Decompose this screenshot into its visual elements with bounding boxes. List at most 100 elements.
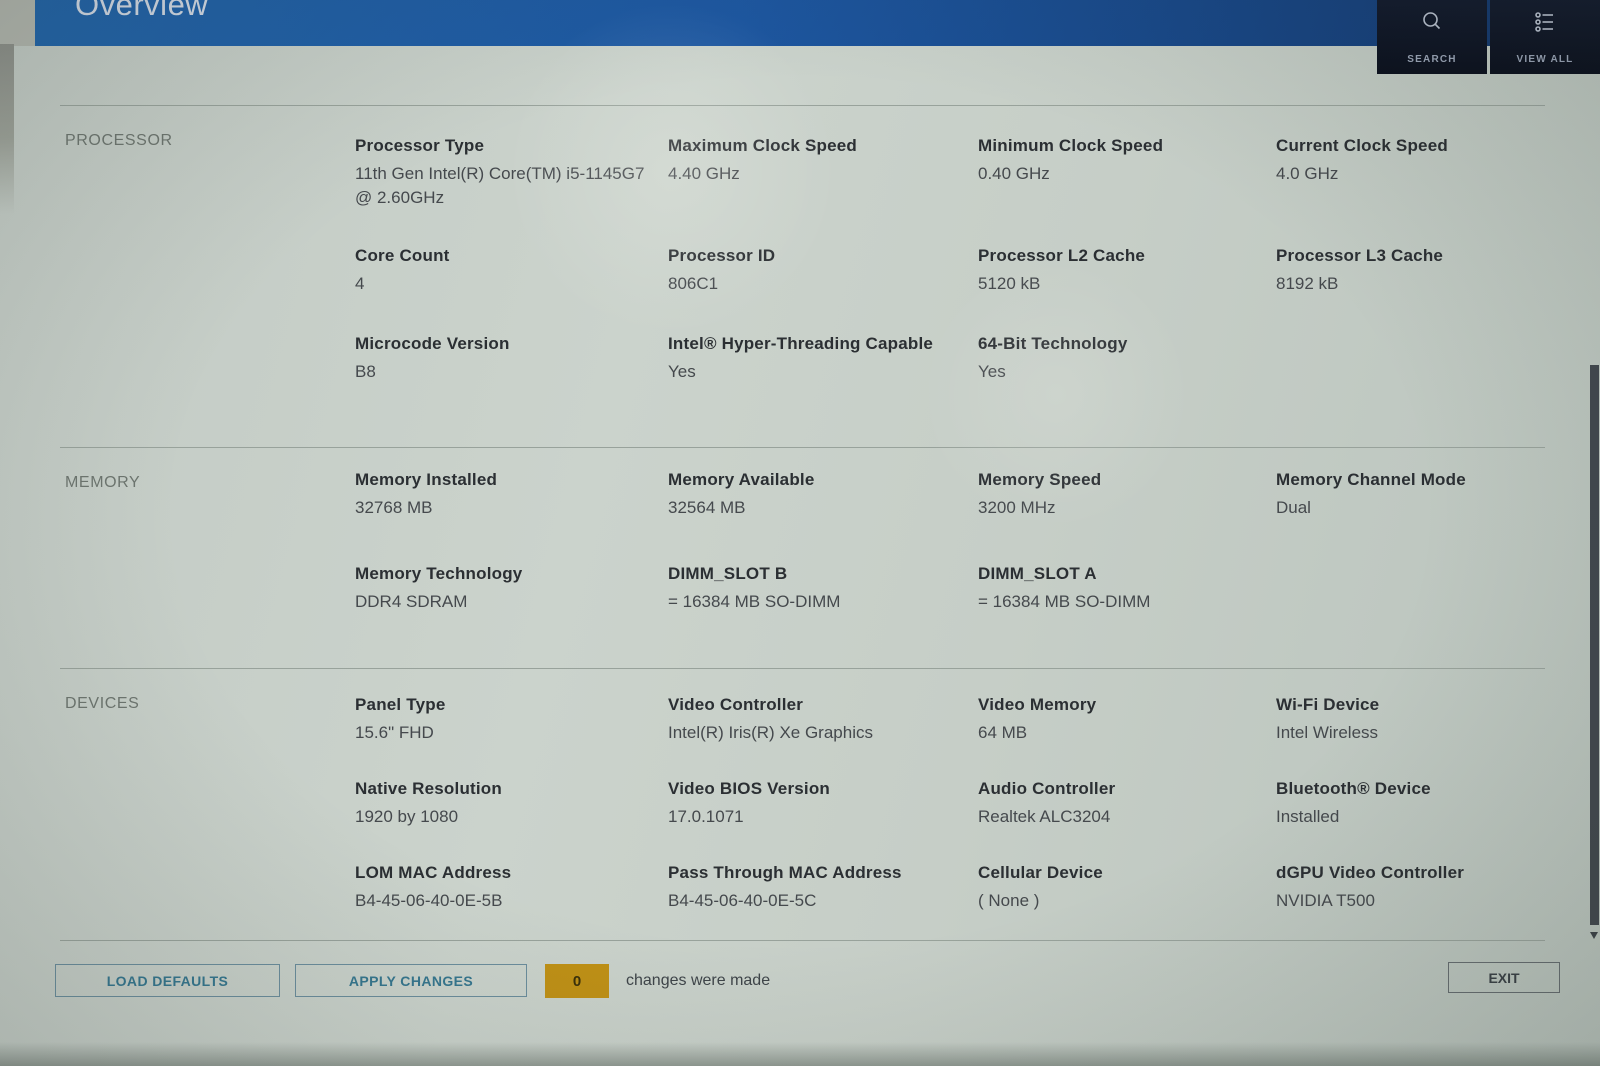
field-label: Memory Channel Mode — [1276, 470, 1466, 489]
field-value: B4-45-06-40-0E-5B — [355, 891, 503, 910]
field-label: Memory Speed — [978, 470, 1102, 489]
field-label: LOM MAC Address — [355, 863, 512, 882]
field-value: DDR4 SDRAM — [355, 592, 468, 611]
field-value: Realtek ALC3204 — [978, 807, 1111, 826]
search-button[interactable]: SEARCH — [1377, 0, 1487, 74]
field-value: 15.6" FHD — [355, 723, 434, 742]
load-defaults-button[interactable]: LOAD DEFAULTS — [55, 964, 280, 997]
field-label: Processor ID — [668, 246, 776, 265]
field-value: NVIDIA T500 — [1276, 891, 1375, 910]
field-cell: LOM MAC Address B4-45-06-40-0E-5B — [355, 863, 668, 947]
field-value: B4-45-06-40-0E-5C — [668, 891, 817, 910]
field-cell: Processor Type 11th Gen Intel(R) Core(TM… — [355, 136, 668, 246]
field-value: Installed — [1276, 807, 1340, 826]
field-row: Native Resolution 1920 by 1080 Video BIO… — [355, 779, 1545, 863]
search-button-label: SEARCH — [1407, 54, 1457, 65]
field-cell: Memory Channel Mode Dual — [1276, 470, 1545, 564]
field-cell: Memory Installed 32768 MB — [355, 470, 668, 564]
exit-button[interactable]: EXIT — [1448, 962, 1560, 993]
field-cell: Pass Through MAC Address B4-45-06-40-0E-… — [668, 863, 978, 947]
view-all-icon — [1532, 9, 1558, 38]
field-label: Microcode Version — [355, 334, 510, 353]
field-value: 4 — [355, 274, 365, 293]
field-value: Intel Wireless — [1276, 723, 1379, 742]
field-value: 3200 MHz — [978, 498, 1056, 517]
field-cell: Memory Technology DDR4 SDRAM — [355, 564, 668, 614]
field-label: Cellular Device — [978, 863, 1103, 882]
field-row: Memory Installed 32768 MB Memory Availab… — [355, 470, 1545, 564]
section-title: DEVICES — [65, 695, 140, 712]
field-label: Intel® Hyper-Threading Capable — [668, 334, 934, 353]
field-value: 4.0 GHz — [1276, 164, 1339, 183]
field-cell: dGPU Video Controller NVIDIA T500 — [1276, 863, 1545, 947]
field-cell: Intel® Hyper-Threading Capable Yes — [668, 334, 978, 384]
field-label: Memory Technology — [355, 564, 523, 583]
field-cell: DIMM_SLOT B = 16384 MB SO-DIMM — [668, 564, 978, 614]
field-row: Processor Type 11th Gen Intel(R) Core(TM… — [355, 136, 1545, 246]
field-label: Native Resolution — [355, 779, 502, 798]
field-value: 32768 MB — [355, 498, 433, 517]
sections: PROCESSOR Processor Type 11th Gen Intel(… — [60, 105, 1545, 940]
field-cell: Processor ID 806C1 — [668, 246, 978, 334]
field-cell: Maximum Clock Speed 4.40 GHz — [668, 136, 978, 246]
photo-bezel-corner — [0, 0, 35, 46]
field-label: Panel Type — [355, 695, 446, 714]
field-value: 11th Gen Intel(R) Core(TM) i5-1145G7 @ 2… — [355, 164, 645, 207]
photo-bezel-edge — [0, 44, 14, 214]
section-title: MEMORY — [65, 474, 141, 491]
field-value: = 16384 MB SO-DIMM — [668, 592, 841, 611]
field-value: Intel(R) Iris(R) Xe Graphics — [668, 723, 873, 742]
field-label: Processor L2 Cache — [978, 246, 1146, 265]
field-row: Microcode Version B8 Intel® Hyper-Thread… — [355, 334, 1545, 384]
field-cell: Panel Type 15.6" FHD — [355, 695, 668, 779]
field-label: dGPU Video Controller — [1276, 863, 1465, 882]
field-cell: DIMM_SLOT A = 16384 MB SO-DIMM — [978, 564, 1276, 614]
field-value: B8 — [355, 362, 376, 381]
field-row: Core Count 4 Processor ID 806C1 Processo… — [355, 246, 1545, 334]
field-cell: Core Count 4 — [355, 246, 668, 334]
field-cell: Microcode Version B8 — [355, 334, 668, 384]
section-devices: DEVICES Panel Type 15.6" FHD Video Contr… — [60, 668, 1545, 940]
field-value: 4.40 GHz — [668, 164, 740, 183]
field-label: 64-Bit Technology — [978, 334, 1128, 353]
field-cell: Wi-Fi Device Intel Wireless — [1276, 695, 1545, 779]
changes-message: changes were made — [626, 972, 771, 989]
section-rows: Processor Type 11th Gen Intel(R) Core(TM… — [355, 136, 1545, 384]
field-row: Panel Type 15.6" FHD Video Controller In… — [355, 695, 1545, 779]
field-value: 64 MB — [978, 723, 1028, 742]
view-all-button[interactable]: VIEW ALL — [1490, 0, 1600, 74]
field-cell: Memory Available 32564 MB — [668, 470, 978, 564]
field-value: 806C1 — [668, 274, 719, 293]
field-cell: Video BIOS Version 17.0.1071 — [668, 779, 978, 863]
field-value: 1920 by 1080 — [355, 807, 459, 826]
search-icon — [1419, 9, 1445, 38]
field-label: Minimum Clock Speed — [978, 136, 1164, 155]
field-value: ( None ) — [978, 891, 1040, 910]
section-memory: MEMORY Memory Installed 32768 MB Memory … — [60, 447, 1545, 668]
apply-changes-button[interactable]: APPLY CHANGES — [295, 964, 527, 997]
field-cell: Memory Speed 3200 MHz — [978, 470, 1276, 564]
field-value: Yes — [978, 362, 1006, 381]
field-value: Yes — [668, 362, 696, 381]
field-cell: Current Clock Speed 4.0 GHz — [1276, 136, 1545, 246]
field-label: Video Controller — [668, 695, 804, 714]
field-label: Wi-Fi Device — [1276, 695, 1380, 714]
field-cell: Cellular Device ( None ) — [978, 863, 1276, 947]
field-label: Bluetooth® Device — [1276, 779, 1431, 798]
field-value: 8192 kB — [1276, 274, 1339, 293]
section-rows: Panel Type 15.6" FHD Video Controller In… — [355, 695, 1545, 947]
field-cell: Minimum Clock Speed 0.40 GHz — [978, 136, 1276, 246]
field-value: = 16384 MB SO-DIMM — [978, 592, 1151, 611]
scrollbar-down-arrow-icon[interactable] — [1589, 930, 1600, 942]
field-value: Dual — [1276, 498, 1311, 517]
field-label: Audio Controller — [978, 779, 1116, 798]
section-rows: Memory Installed 32768 MB Memory Availab… — [355, 470, 1545, 614]
field-label: Memory Available — [668, 470, 815, 489]
field-cell: Bluetooth® Device Installed — [1276, 779, 1545, 863]
field-cell: Processor L2 Cache 5120 kB — [978, 246, 1276, 334]
field-label: Video Memory — [978, 695, 1097, 714]
field-value: 5120 kB — [978, 274, 1041, 293]
scrollbar-thumb[interactable] — [1590, 365, 1599, 925]
field-row: Memory Technology DDR4 SDRAM DIMM_SLOT B… — [355, 564, 1545, 614]
field-cell: Audio Controller Realtek ALC3204 — [978, 779, 1276, 863]
